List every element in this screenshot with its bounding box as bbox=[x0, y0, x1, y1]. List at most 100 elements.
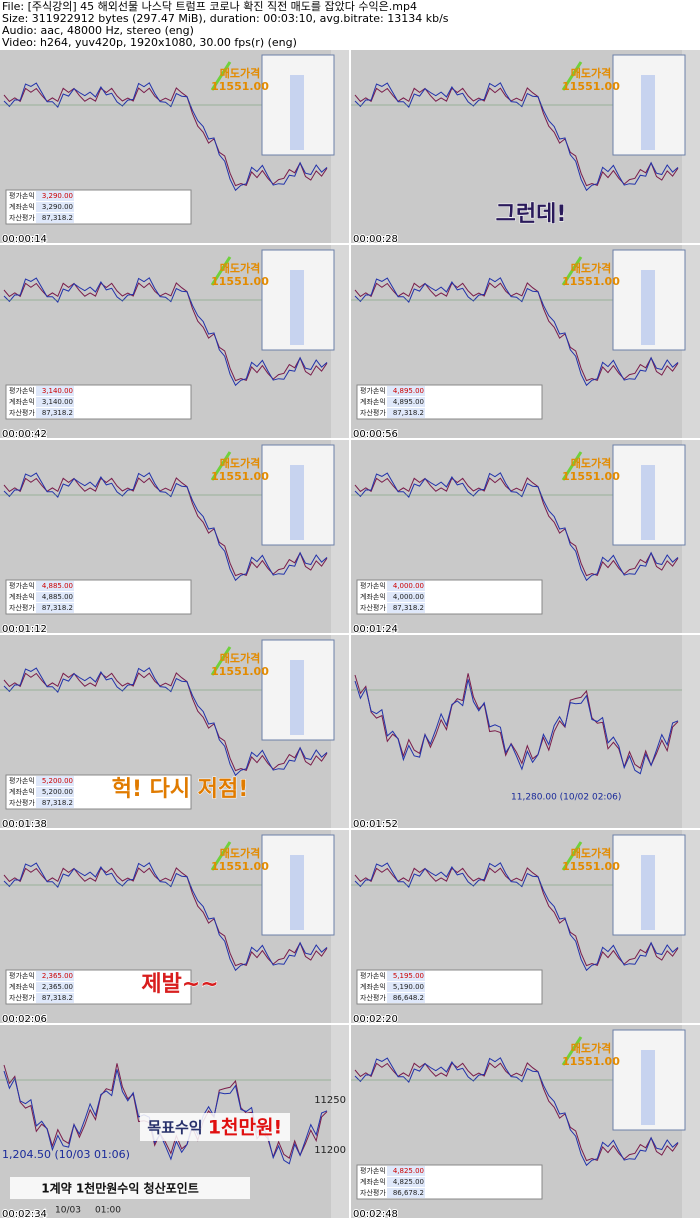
order-column bbox=[641, 75, 655, 150]
table-value: 2,365.00 bbox=[42, 972, 73, 980]
timestamp: 00:02:20 bbox=[353, 1014, 398, 1025]
date-label: 01:00 bbox=[95, 1206, 121, 1216]
average-line bbox=[354, 862, 679, 972]
average-line bbox=[3, 862, 328, 972]
table-label: 자산평가 bbox=[360, 408, 386, 417]
sell-arrow bbox=[210, 841, 232, 871]
table-cell bbox=[36, 386, 74, 396]
sell-label: 매도가격 bbox=[571, 66, 611, 80]
table-cell bbox=[387, 386, 425, 396]
table-value: 4,825.00 bbox=[393, 1167, 424, 1175]
caption: 그런데! bbox=[496, 202, 567, 227]
order-column bbox=[290, 270, 304, 345]
average-line bbox=[354, 277, 679, 387]
average-line bbox=[3, 667, 328, 777]
table-label: 평가손익 bbox=[360, 581, 386, 590]
table-label: 계좌손익 bbox=[9, 982, 35, 991]
order-column bbox=[290, 465, 304, 540]
price-axis bbox=[331, 830, 349, 1023]
sell-arrow bbox=[561, 841, 583, 871]
table-value: 87,318.2 bbox=[42, 799, 73, 807]
table-label: 평가손익 bbox=[360, 971, 386, 980]
table-value: 5,200.00 bbox=[42, 777, 73, 785]
table-label: 계좌손익 bbox=[9, 397, 35, 406]
table-value: 3,290.00 bbox=[42, 203, 73, 211]
table-cell bbox=[36, 982, 74, 992]
table-value: 2,365.00 bbox=[42, 983, 73, 991]
price-axis bbox=[682, 635, 700, 828]
timestamp: 00:01:12 bbox=[2, 624, 47, 635]
table-value: 4,895.00 bbox=[393, 398, 424, 406]
sell-price: 11551.00 bbox=[562, 860, 620, 873]
target-value: 1천만원! bbox=[208, 1117, 282, 1139]
sell-price: 11551.00 bbox=[562, 1055, 620, 1068]
table-value: 5,190.00 bbox=[393, 983, 424, 991]
table-label: 계좌손익 bbox=[360, 982, 386, 991]
table-cell bbox=[387, 581, 425, 591]
video-frame: 1,204.50 (10/03 01:06) 목표수익 1천만원! 1계약 1천만원수… bbox=[0, 1025, 349, 1221]
table-value: 4,885.00 bbox=[42, 582, 73, 590]
sell-price: 11551.00 bbox=[211, 860, 269, 873]
table-label: 자산평가 bbox=[9, 603, 35, 612]
average-line bbox=[3, 1069, 328, 1165]
table-cell bbox=[387, 1166, 425, 1176]
sell-label: 매도가격 bbox=[571, 846, 611, 860]
sell-arrow bbox=[561, 256, 583, 286]
table-value: 87,318.2 bbox=[393, 409, 424, 417]
table-cell bbox=[387, 397, 425, 407]
table-cell bbox=[387, 971, 425, 981]
table-value: 5,200.00 bbox=[42, 788, 73, 796]
timestamp: 00:02:48 bbox=[353, 1209, 398, 1220]
table-cell bbox=[36, 592, 74, 602]
order-column bbox=[641, 1050, 655, 1125]
table-value: 4,000.00 bbox=[393, 582, 424, 590]
order-column bbox=[641, 465, 655, 540]
price-note: 11,280.00 (10/02 02:06) bbox=[511, 793, 621, 803]
header-line: Audio: aac, 48000 Hz, stereo (eng) bbox=[2, 24, 194, 37]
sell-label: 매도가격 bbox=[220, 66, 260, 80]
table-cell bbox=[36, 581, 74, 591]
table-cell bbox=[36, 202, 74, 212]
sell-label: 매도가격 bbox=[220, 651, 260, 665]
sell-arrow bbox=[561, 1036, 583, 1066]
table-cell bbox=[36, 408, 74, 418]
price-axis bbox=[682, 830, 700, 1023]
table-label: 평가손익 bbox=[9, 776, 35, 785]
sell-label: 매도가격 bbox=[571, 261, 611, 275]
table-cell bbox=[36, 787, 74, 797]
timestamp: 00:00:14 bbox=[2, 234, 47, 245]
price-axis bbox=[682, 1025, 700, 1218]
order-column bbox=[641, 855, 655, 930]
table-value: 4,895.00 bbox=[393, 387, 424, 395]
table-value: 87,318.2 bbox=[42, 604, 73, 612]
timestamp: 00:02:06 bbox=[2, 1014, 47, 1025]
sell-price: 11551.00 bbox=[211, 470, 269, 483]
average-line bbox=[354, 679, 679, 775]
frame-bg bbox=[351, 635, 700, 828]
date-label: 10/03 bbox=[55, 1206, 81, 1216]
order-column bbox=[290, 75, 304, 150]
sell-label: 매도가격 bbox=[220, 456, 260, 470]
price-axis bbox=[331, 1025, 349, 1218]
table-label: 평가손익 bbox=[360, 386, 386, 395]
price-note: 1,204.50 (10/03 01:06) bbox=[2, 1148, 130, 1161]
sell-price: 11551.00 bbox=[562, 275, 620, 288]
average-line bbox=[354, 472, 679, 582]
price-axis bbox=[331, 50, 349, 243]
table-label: 자산평가 bbox=[9, 213, 35, 222]
table-cell bbox=[36, 191, 74, 201]
sell-price: 11551.00 bbox=[211, 665, 269, 678]
table-value: 86,648.2 bbox=[393, 994, 424, 1002]
table-label: 계좌손익 bbox=[360, 397, 386, 406]
timestamp: 00:00:42 bbox=[2, 429, 47, 440]
table-cell bbox=[387, 592, 425, 602]
table-cell bbox=[36, 603, 74, 613]
timestamp: 00:00:56 bbox=[353, 429, 398, 440]
